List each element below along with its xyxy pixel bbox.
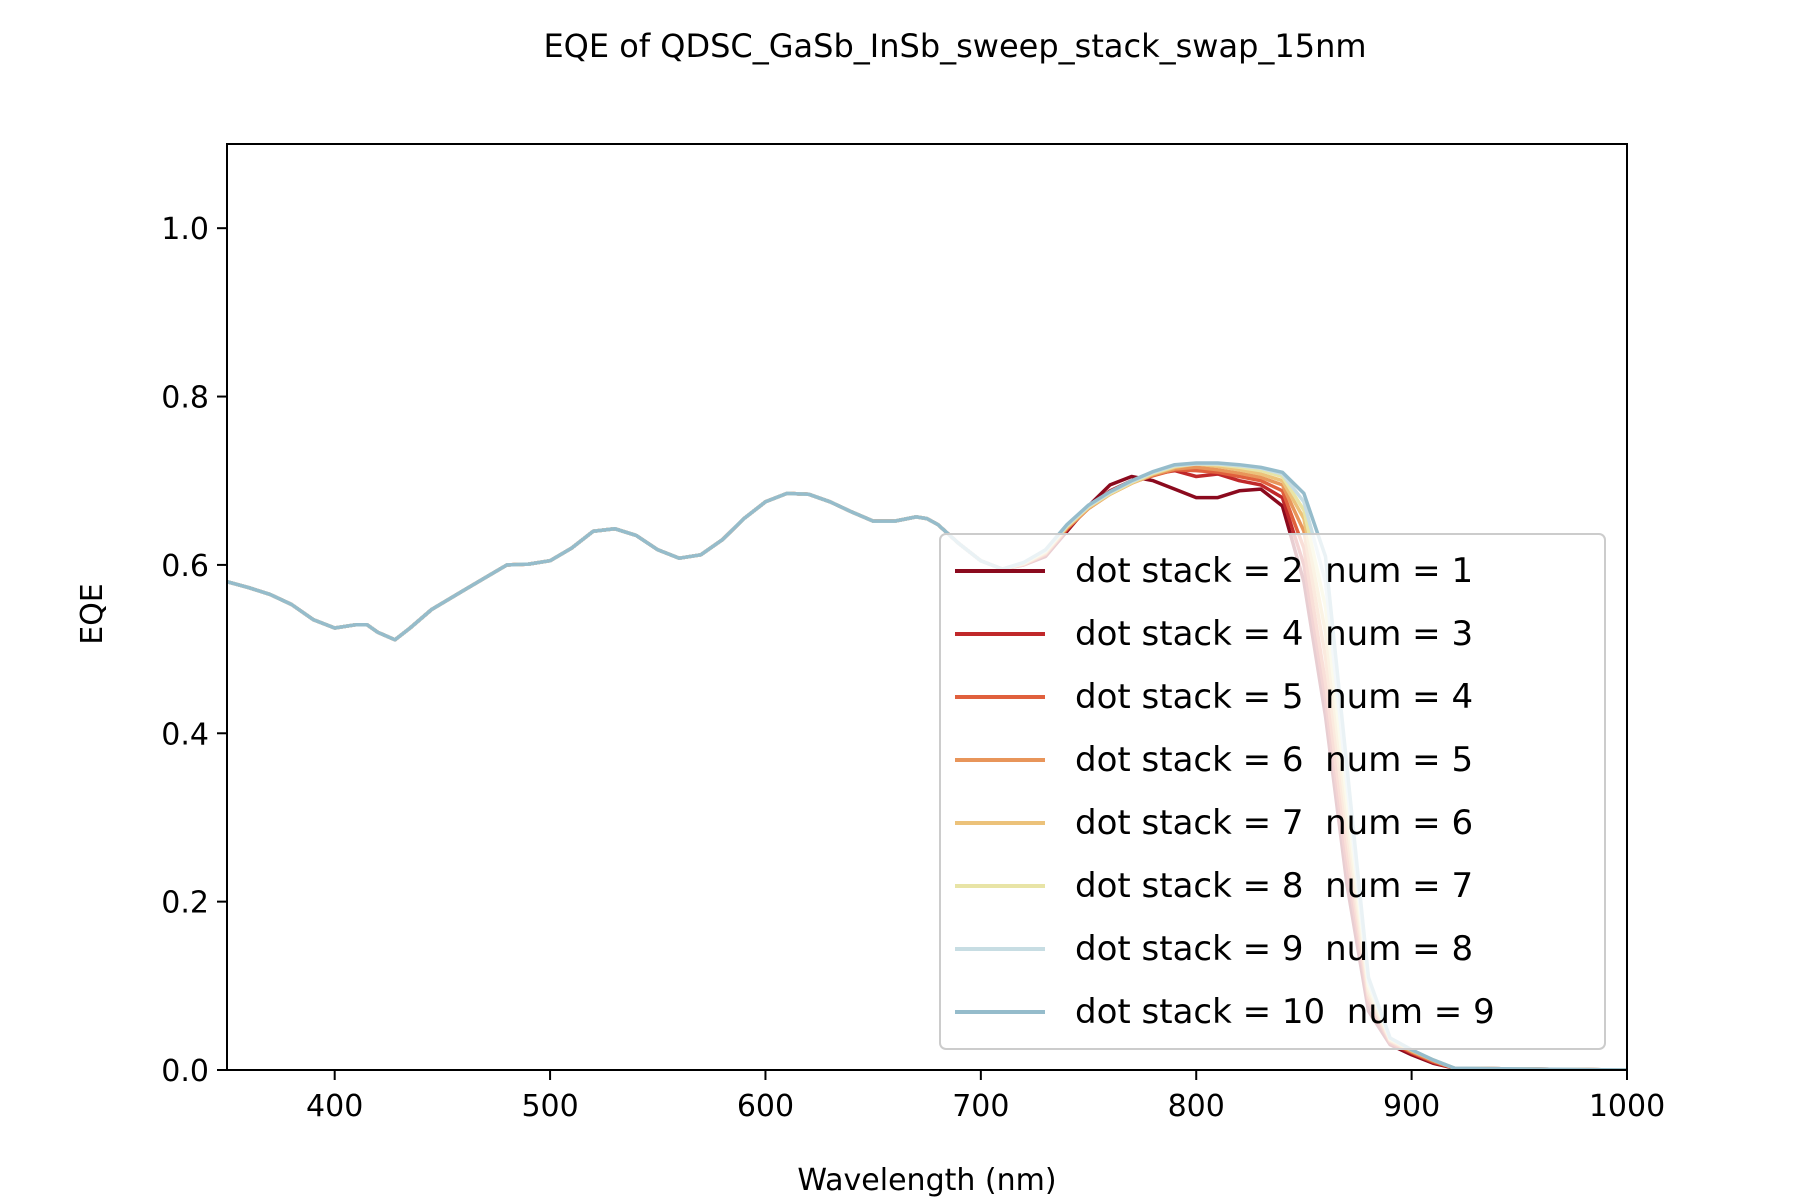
x-tick-label: 800 — [1168, 1089, 1225, 1124]
x-tick-label: 900 — [1383, 1089, 1440, 1124]
legend-label: dot stack = 5 num = 4 — [1075, 677, 1473, 717]
y-axis: 0.0 0.2 0.4 0.6 0.8 1.0 — [161, 212, 227, 1089]
legend-label: dot stack = 2 num = 1 — [1075, 551, 1473, 591]
y-tick-label: 0.2 — [161, 886, 209, 921]
legend-label: dot stack = 10 num = 9 — [1075, 992, 1495, 1032]
legend: dot stack = 2 num = 1 dot stack = 4 num =… — [939, 533, 1606, 1050]
y-tick-label: 0.4 — [161, 717, 209, 752]
x-tick-label: 700 — [952, 1089, 1009, 1124]
legend-label: dot stack = 9 num = 8 — [1075, 929, 1473, 969]
chart-title: EQE of QDSC_GaSb_InSb_sweep_stack_swap_1… — [543, 27, 1366, 65]
legend-label: dot stack = 6 num = 5 — [1075, 740, 1473, 780]
series-line-8 — [227, 461, 1627, 1070]
y-tick-label: 0.0 — [161, 1054, 209, 1089]
x-tick-label: 600 — [737, 1089, 794, 1124]
x-tick-label: 500 — [521, 1089, 578, 1124]
y-tick-label: 0.6 — [161, 549, 209, 584]
x-axis: 400 500 600 700 800 900 1000 — [306, 1070, 1665, 1124]
series-layer — [227, 461, 1627, 1070]
x-tick-label: 1000 — [1589, 1089, 1665, 1124]
plot-frame — [226, 143, 1628, 1071]
legend-label: dot stack = 8 num = 7 — [1075, 866, 1473, 906]
x-tick-label: 400 — [306, 1089, 363, 1124]
x-axis-label: Wavelength (nm) — [797, 1163, 1056, 1198]
y-axis-label: EQE — [75, 583, 110, 645]
legend-label: dot stack = 4 num = 3 — [1075, 614, 1473, 654]
legend-label: dot stack = 7 num = 6 — [1075, 803, 1473, 843]
y-tick-label: 1.0 — [161, 212, 209, 247]
legend-box — [939, 533, 1606, 1050]
y-tick-label: 0.8 — [161, 381, 209, 416]
